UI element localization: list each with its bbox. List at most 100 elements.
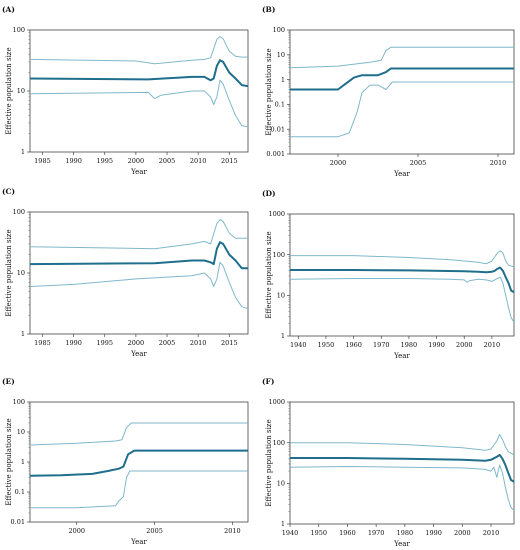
panel-label: (A) (2, 5, 15, 14)
x-tick-label: 2005 (159, 339, 176, 347)
y-tick-label: 10 (277, 51, 285, 59)
x-tick-label: 1985 (34, 339, 51, 347)
x-tick-label: 2005 (410, 159, 427, 167)
y-tick-label: 1 (281, 76, 285, 84)
panel-label: (C) (2, 187, 15, 196)
panel-c: (C) 1 10 100 1985 1990 1995 2000 2005 2010 2015 Yea… (2, 187, 249, 358)
series-upper-line (30, 422, 248, 446)
y-tick-label: 0.1 (275, 101, 285, 109)
x-tick-label: 1985 (34, 157, 51, 165)
series-upper-line (30, 219, 248, 250)
y-tick-label: 10 (17, 87, 25, 95)
x-axis-title: Year (393, 170, 410, 178)
y-tick-label: 1 (281, 520, 285, 528)
x-axis-title: Year (393, 540, 410, 548)
y-axis-title: Effective population size (265, 231, 273, 318)
plot-frame (29, 29, 249, 153)
x-tick-label: 1960 (345, 341, 362, 349)
y-tick-label: 100 (13, 398, 25, 406)
panel-label: (D) (262, 189, 276, 198)
x-axis-title: Year (130, 538, 147, 546)
x-tick-label: 1970 (368, 529, 385, 537)
panel-label: (E) (2, 377, 15, 386)
plot-frame (289, 401, 515, 525)
y-tick-label: 100 (273, 251, 285, 259)
y-axis-title: Effective population size (5, 47, 13, 134)
x-axis-title: Year (130, 168, 147, 176)
x-tick-label: 2005 (159, 157, 176, 165)
series-lower-line (30, 261, 248, 310)
plot-frame (289, 29, 515, 155)
x-tick-label: 2000 (456, 341, 473, 349)
y-tick-label: 0.01 (11, 518, 25, 526)
y-tick-label: 100 (13, 26, 25, 34)
x-tick-label: 1990 (425, 529, 442, 537)
series-median-line (290, 67, 514, 91)
x-tick-label: 2005 (146, 527, 163, 535)
series-lower-line (30, 470, 248, 509)
x-tick-label: 2000 (454, 529, 471, 537)
panel-a: (A) 1 10 100 1985 1990 1995 2000 2005 2010 2015 Yea… (2, 5, 249, 176)
y-tick-label: 0.1 (15, 488, 25, 496)
y-tick-label: 100 (273, 26, 285, 34)
y-tick-label: 1000 (268, 210, 285, 218)
x-tick-label: 2015 (221, 157, 238, 165)
series-lower-line (290, 81, 514, 138)
plot-frame (289, 213, 515, 337)
x-tick-label: 2010 (224, 527, 241, 535)
series-upper-line (290, 46, 514, 69)
panel-b: (B) 0.001 0.01 0.1 1 10 100 2000 2005 2010 Year Eff… (262, 5, 515, 178)
panel-label: (F) (262, 377, 274, 386)
x-tick-label: 2010 (190, 157, 207, 165)
x-tick-label: 1990 (65, 157, 82, 165)
x-tick-label: 1950 (318, 341, 335, 349)
y-tick-label: 1 (281, 332, 285, 340)
y-tick-label: 1 (21, 458, 25, 466)
x-tick-label: 2010 (483, 529, 500, 537)
x-tick-label: 1950 (310, 529, 327, 537)
x-tick-label: 1990 (65, 339, 82, 347)
series-lower-line (290, 464, 514, 511)
x-axis-title: Year (130, 350, 147, 358)
y-axis-title: Effective population size (5, 418, 13, 505)
y-tick-label: 100 (13, 208, 25, 216)
x-tick-label: 1995 (96, 157, 113, 165)
y-tick-label: 10 (277, 292, 285, 300)
y-tick-label: 0.01 (271, 125, 285, 133)
series-median-line (290, 266, 514, 294)
x-tick-label: 2000 (128, 339, 145, 347)
series-upper-line (30, 36, 248, 65)
y-tick-label: 1000 (268, 398, 285, 406)
x-tick-label: 1970 (373, 341, 390, 349)
y-tick-label: 0.001 (266, 150, 285, 158)
x-tick-label: 2000 (128, 157, 145, 165)
x-tick-label: 1940 (282, 529, 299, 537)
series-median-line (30, 241, 248, 270)
x-tick-label: 2010 (484, 341, 501, 349)
x-tick-label: 2000 (330, 159, 347, 167)
series-lower-line (30, 79, 248, 128)
series-median-line (30, 59, 248, 88)
series-median-line (290, 453, 514, 483)
y-axis-title: Effective population size (5, 229, 13, 316)
x-tick-label: 1940 (290, 341, 307, 349)
y-tick-label: 10 (277, 480, 285, 488)
series-upper-line (290, 433, 514, 456)
x-tick-label: 1980 (401, 341, 418, 349)
panel-e: (E) 0.01 0.1 1 10 100 2000 2005 2010 Year Effectiv… (2, 377, 249, 546)
x-tick-label: 2010 (190, 339, 207, 347)
series-upper-line (290, 250, 514, 268)
panel-f: (F) 1 10 100 1000 1940 1950 1960 1970 1980 1990 200… (262, 377, 515, 548)
x-tick-label: 2015 (221, 339, 238, 347)
x-axis-title: Year (393, 352, 410, 360)
y-tick-label: 1 (21, 148, 25, 156)
y-tick-label: 100 (273, 439, 285, 447)
x-tick-label: 1980 (397, 529, 414, 537)
x-tick-label: 1960 (339, 529, 356, 537)
series-median-line (30, 449, 248, 477)
panel-d: (D) 1 10 100 1000 1940 1950 1960 1970 1980 1990 200… (262, 189, 515, 360)
y-tick-label: 10 (17, 269, 25, 277)
y-tick-label: 1 (21, 330, 25, 338)
x-tick-label: 2010 (490, 159, 507, 167)
